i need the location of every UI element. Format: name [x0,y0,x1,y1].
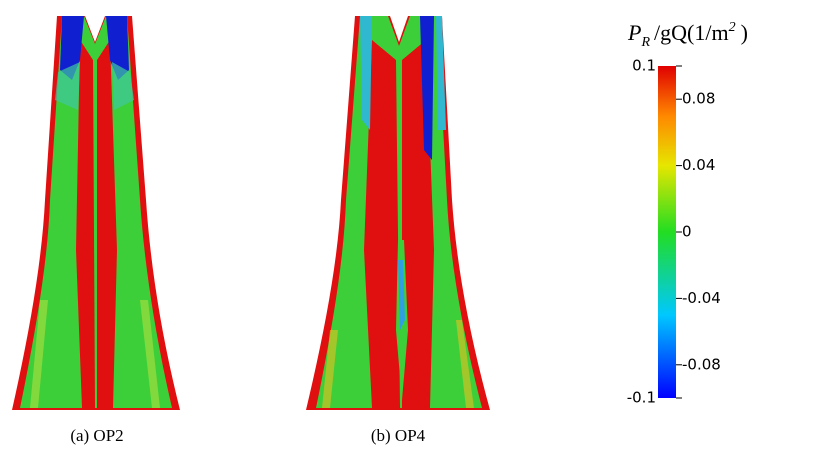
title-rest: /gQ(1/m [654,20,729,45]
colorbar-tick-label: -0.04 [682,289,721,307]
title-sup: 2 [729,20,736,35]
title-main: P [627,20,641,45]
colorbar-tick-label: 0 [682,223,692,241]
colorbar-tick-label: 0.08 [682,90,715,108]
colorbar-end-label: -0.1 [627,389,656,407]
colorbar [658,66,676,398]
colorbar-tick-label: 0.04 [682,156,715,174]
colorbar-end-label: 0.1 [632,57,656,75]
colorbar-tick-label: -0.08 [682,355,721,373]
panel-caption: (b) OP4 [371,426,426,445]
panel-op2 [12,16,180,410]
panel-op4 [306,16,490,410]
panel-caption: (a) OP2 [70,426,123,445]
title-sub: R [640,35,650,50]
title-close: ) [741,20,748,45]
colorbar-title: PR/gQ(1/m2) [627,20,748,50]
